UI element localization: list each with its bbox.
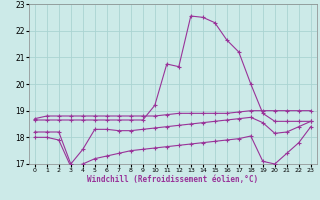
X-axis label: Windchill (Refroidissement éolien,°C): Windchill (Refroidissement éolien,°C) [87, 175, 258, 184]
